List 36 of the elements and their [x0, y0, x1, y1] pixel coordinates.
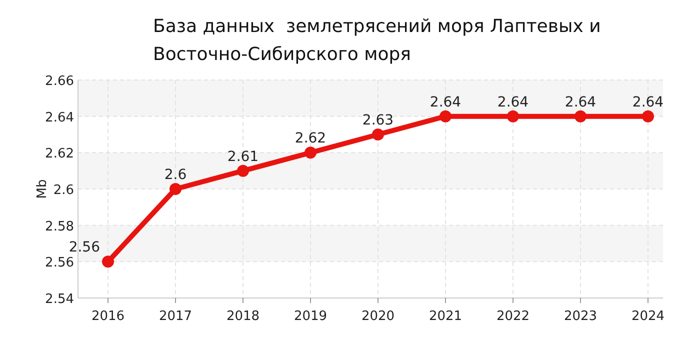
x-tick-label: 2018	[226, 309, 260, 324]
y-tick-label: 2.56	[45, 256, 74, 271]
data-label: 2.61	[227, 148, 259, 165]
y-tick-label: 2.6	[53, 183, 74, 198]
data-label: 2.64	[430, 94, 462, 110]
data-label: 2.6	[164, 167, 187, 183]
point	[574, 110, 586, 122]
point	[102, 256, 114, 268]
y-axis-title: Mb	[35, 179, 50, 199]
data-label: 2.64	[564, 94, 596, 110]
x-tick-label: 2023	[564, 309, 598, 324]
chart-title: База данных землетрясений моря Лаптевых и Восточно-Сибирского моря	[153, 16, 601, 65]
point	[507, 110, 519, 122]
x-tick-label: 2021	[428, 309, 462, 324]
point	[642, 110, 654, 122]
x-tick-label: 2024	[631, 309, 665, 324]
y-tick-label: 2.58	[45, 219, 74, 234]
point	[372, 128, 384, 140]
x-tick-label: 2022	[496, 309, 530, 324]
point	[170, 183, 182, 195]
data-label: 2.56	[68, 240, 100, 256]
data-label: 2.64	[632, 94, 664, 110]
point	[304, 146, 316, 159]
point	[440, 110, 452, 122]
x-tick-label: 2019	[294, 309, 328, 324]
x-tick-label: 2017	[158, 309, 192, 324]
y-tick-label: 2.64	[45, 110, 74, 126]
y-tick-label: 2.54	[45, 292, 74, 307]
data-label: 2.62	[294, 130, 326, 147]
y-tick-label: 2.62	[45, 146, 74, 162]
y-tick-label: 2.66	[45, 74, 74, 89]
data-label: 2.63	[362, 112, 394, 128]
point	[237, 164, 249, 177]
x-tick-label: 2016	[91, 309, 125, 324]
x-tick-label: 2020	[361, 309, 395, 324]
data-label: 2.64	[497, 94, 529, 110]
